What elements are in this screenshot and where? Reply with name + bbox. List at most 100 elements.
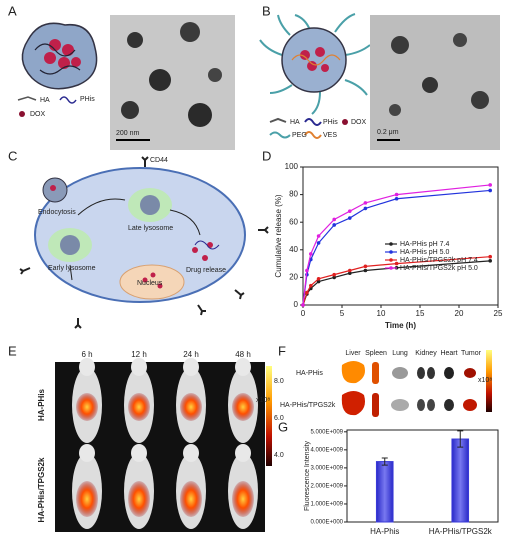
y-tick-label: 1.000E+009	[310, 502, 343, 508]
peg-nanoparticle-schematic	[269, 117, 287, 123]
column-label: 24 h	[183, 350, 199, 359]
signal	[232, 481, 254, 517]
mouse	[183, 444, 199, 462]
data-point	[305, 290, 309, 295]
y-tick-label: 3.000E+009	[310, 465, 343, 471]
peg-nanoparticle-schematic	[291, 54, 341, 66]
data-point	[316, 234, 321, 238]
legend-label: HA-PHis pH 5.0	[400, 249, 450, 256]
data-point	[305, 268, 309, 273]
bar	[375, 461, 394, 523]
tem-image	[370, 15, 500, 150]
legend-swatch	[389, 258, 393, 262]
x-tick-label: HA-PHis/TPGS2k	[429, 527, 493, 536]
series-line	[302, 184, 491, 306]
tem-image	[121, 101, 139, 119]
panel-label: C	[8, 148, 17, 163]
mouse	[235, 358, 251, 376]
scale-bar-label: 0.2 μm	[377, 129, 399, 136]
data-point	[363, 206, 368, 211]
signal	[76, 393, 98, 421]
column-label: Kidney	[415, 350, 437, 357]
x-tick-label: 5	[340, 309, 345, 318]
x-tick-label: 20	[455, 309, 464, 318]
organ-images	[427, 399, 435, 411]
mouse	[183, 358, 199, 376]
x-axis-label: Time (h)	[385, 321, 416, 330]
y-axis-label: Cumulative release (%)	[274, 194, 283, 277]
y-tick-label: 40	[289, 245, 298, 254]
signal	[232, 393, 254, 421]
panel-label: A	[8, 3, 17, 18]
data-point	[332, 223, 337, 227]
organ-images	[372, 393, 379, 417]
organ-images	[417, 367, 425, 379]
nanoparticle-schematic	[44, 52, 56, 64]
cell-diagram	[192, 247, 198, 253]
mouse	[131, 358, 147, 376]
nanoparticle-schematic	[21, 22, 98, 90]
data-point	[348, 268, 352, 273]
tem-image	[471, 91, 489, 109]
peg-nanoparticle-schematic	[300, 50, 310, 60]
organ-images	[392, 367, 408, 379]
tem-image	[453, 33, 467, 47]
mouse	[79, 358, 95, 376]
y-tick-label: 4.000E+009	[310, 447, 343, 453]
imaging-panel	[55, 358, 272, 532]
legend-label: HA-PHis/TPGS2k pH 7.4	[400, 257, 478, 264]
cell-diagram	[19, 156, 269, 329]
plot-frame	[346, 429, 499, 523]
signal	[128, 481, 150, 517]
data-point	[363, 268, 368, 273]
plot-frame	[302, 166, 499, 306]
data-point	[301, 303, 305, 307]
organ-images	[341, 350, 492, 417]
tem-image	[149, 69, 171, 91]
cell-diagram	[140, 195, 160, 215]
bar	[451, 438, 470, 523]
data-point	[488, 259, 493, 263]
data-point	[348, 216, 352, 220]
organ-images	[417, 399, 425, 411]
nanoparticle-schematic	[62, 44, 74, 56]
legend-swatch	[389, 266, 393, 270]
nanoparticle-schematic	[17, 96, 37, 101]
y-tick-label: 2.000E+009	[310, 483, 343, 489]
peg-nanoparticle-schematic	[304, 118, 322, 126]
cell-diagram	[69, 198, 201, 281]
y-tick-label: 80	[289, 190, 298, 199]
panel-label: D	[262, 148, 271, 163]
peg-nanoparticle-schematic	[307, 61, 317, 71]
legend-label: PHis	[323, 119, 338, 126]
cell-diagram	[142, 277, 148, 283]
peg-nanoparticle-schematic	[259, 13, 371, 115]
legend-label: PHis	[80, 96, 95, 103]
organ-images	[391, 399, 409, 411]
data-point	[316, 279, 321, 284]
column-label: Tumor	[461, 350, 482, 357]
row-label: HA-PHis	[296, 370, 323, 377]
scale-bar-label: 200 nm	[116, 130, 140, 137]
data-point	[332, 275, 337, 280]
nanoparticle-schematic	[19, 111, 25, 117]
peg-nanoparticle-schematic	[321, 64, 329, 72]
cell-label: Late lysosome	[128, 225, 173, 232]
x-tick-label: 10	[377, 309, 386, 318]
signal	[180, 481, 202, 517]
organ-images	[341, 391, 365, 416]
column-label: 6 h	[81, 350, 92, 359]
nanoparticle-schematic	[17, 22, 98, 117]
y-axis-label: Fluorescence Intensity	[304, 440, 311, 511]
column-label: 12 h	[131, 350, 147, 359]
data-point	[348, 209, 352, 213]
tem-image	[180, 22, 200, 42]
legend-label: HA-PHis/TPGS2k pH 5.0	[400, 265, 478, 272]
legend-label: DOX	[351, 119, 367, 126]
cell-label: Drug release	[186, 267, 226, 274]
legend-label: DOX	[30, 111, 46, 118]
panel-label: E	[8, 343, 17, 358]
row-label: HA-PHis	[37, 388, 46, 421]
panel-label: G	[278, 419, 288, 434]
data-point	[394, 192, 399, 197]
